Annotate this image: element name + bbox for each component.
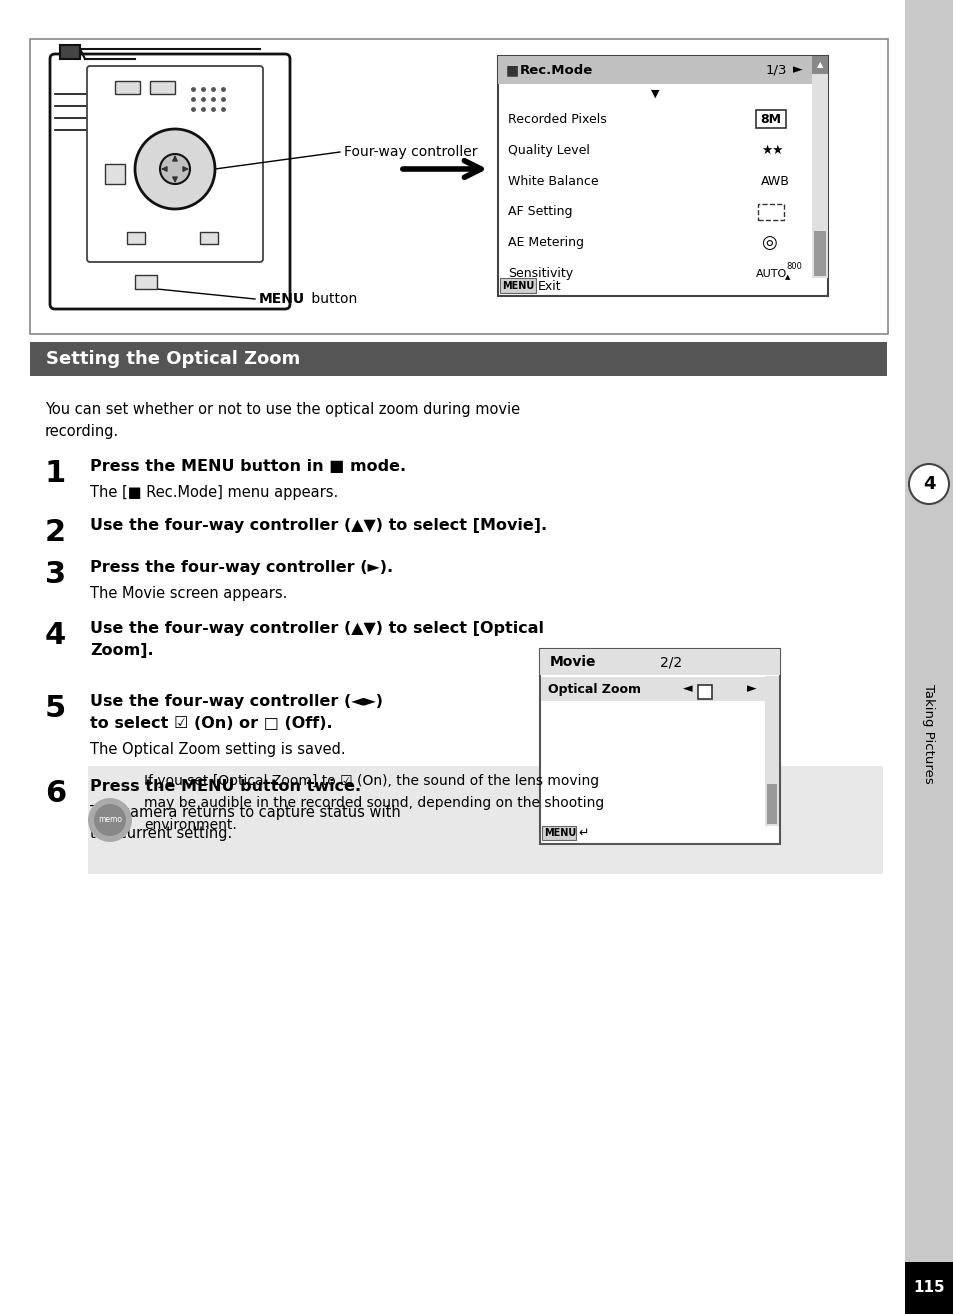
Text: The camera returns to capture status with: The camera returns to capture status wit… (90, 805, 400, 820)
Bar (30, 342, 886, 376)
Text: If you set [Optical Zoom] to ☑ (On), the sound of the lens moving: If you set [Optical Zoom] to ☑ (On), the… (144, 774, 598, 788)
Text: Rec.Mode: Rec.Mode (519, 63, 593, 76)
Text: AE Metering: AE Metering (507, 237, 583, 250)
Text: memo: memo (98, 816, 122, 824)
FancyBboxPatch shape (50, 54, 290, 309)
Bar (150, 81, 174, 95)
Text: The Optical Zoom setting is saved.: The Optical Zoom setting is saved. (90, 742, 345, 757)
Bar (904, 0, 953, 1314)
Bar (200, 233, 218, 244)
Text: AF Setting: AF Setting (507, 205, 572, 218)
Text: 5: 5 (45, 694, 66, 723)
Text: Press the MENU button in ■ mode.: Press the MENU button in ■ mode. (90, 459, 406, 474)
Text: Setting the Optical Zoom: Setting the Optical Zoom (46, 350, 300, 368)
Text: The Movie screen appears.: The Movie screen appears. (90, 586, 287, 600)
Text: MENU: MENU (501, 281, 534, 290)
Circle shape (94, 804, 126, 836)
Circle shape (135, 129, 214, 209)
Bar (811, 57, 827, 74)
Bar (904, 1261, 953, 1314)
Text: Press the four-way controller (►).: Press the four-way controller (►). (90, 560, 393, 576)
Text: 1: 1 (45, 459, 66, 487)
Text: ◎: ◎ (760, 234, 776, 252)
Text: ▼: ▼ (650, 89, 659, 99)
Text: ▲: ▲ (816, 60, 822, 70)
Text: 1/3: 1/3 (765, 63, 786, 76)
Text: Use the four-way controller (◄►): Use the four-way controller (◄►) (90, 694, 382, 710)
Text: ►: ► (746, 682, 756, 695)
Bar (60, 45, 80, 59)
Bar (755, 110, 785, 129)
Text: ★★: ★★ (760, 143, 782, 156)
Text: White Balance: White Balance (507, 175, 598, 188)
Text: The [■ Rec.Mode] menu appears.: The [■ Rec.Mode] menu appears. (90, 485, 338, 501)
Text: Zoom].: Zoom]. (90, 643, 153, 658)
Bar (813, 231, 825, 276)
Text: Quality Level: Quality Level (507, 143, 589, 156)
Text: ◄: ◄ (682, 682, 692, 695)
Bar (764, 675, 779, 827)
Text: You can set whether or not to use the optical zoom during movie: You can set whether or not to use the op… (45, 402, 519, 417)
Bar (105, 164, 125, 184)
Text: 4: 4 (45, 622, 66, 650)
Text: Exit: Exit (537, 280, 561, 293)
Text: 2/2: 2/2 (659, 654, 681, 669)
Text: 2: 2 (45, 518, 66, 547)
Text: 3: 3 (45, 560, 66, 589)
Text: 4: 4 (922, 474, 934, 493)
Text: Use the four-way controller (▲▼) to select [Optical: Use the four-way controller (▲▼) to sele… (90, 622, 543, 636)
Bar (541, 827, 576, 840)
Text: Movie: Movie (550, 654, 596, 669)
Bar (766, 784, 776, 824)
Text: the current setting.: the current setting. (90, 827, 232, 841)
Text: ►: ► (792, 63, 802, 76)
Circle shape (88, 798, 132, 842)
Text: environment.: environment. (144, 819, 236, 832)
Bar (497, 57, 827, 296)
Bar (499, 279, 536, 293)
Circle shape (160, 154, 190, 184)
Text: ■: ■ (505, 63, 518, 78)
Text: Optical Zoom: Optical Zoom (547, 682, 640, 695)
Text: Recorded Pixels: Recorded Pixels (507, 113, 606, 126)
Text: 6: 6 (45, 779, 66, 808)
Text: 800: 800 (785, 261, 801, 271)
Text: recording.: recording. (45, 424, 119, 439)
Text: MENU: MENU (258, 292, 305, 306)
Bar (127, 233, 145, 244)
Text: to select ☑ (On) or □ (Off).: to select ☑ (On) or □ (Off). (90, 716, 333, 731)
Text: 115: 115 (912, 1281, 943, 1296)
Text: ↵: ↵ (578, 827, 588, 840)
Text: Sensitivity: Sensitivity (507, 267, 573, 280)
Text: button: button (307, 292, 356, 306)
Bar (135, 275, 157, 289)
Bar (497, 57, 811, 84)
Text: ▲: ▲ (784, 275, 789, 281)
Text: Press the MENU button twice.: Press the MENU button twice. (90, 779, 361, 794)
Circle shape (908, 464, 948, 505)
Text: AWB: AWB (760, 175, 789, 188)
Bar (811, 71, 827, 279)
Bar (115, 81, 140, 95)
Text: Taking Pictures: Taking Pictures (922, 685, 935, 784)
Bar (88, 766, 882, 874)
Bar (758, 204, 783, 219)
FancyBboxPatch shape (87, 66, 263, 261)
Bar (698, 685, 711, 699)
Text: may be audible in the recorded sound, depending on the shooting: may be audible in the recorded sound, de… (144, 796, 603, 809)
Text: MENU: MENU (543, 828, 576, 838)
Bar (540, 677, 779, 700)
Bar (539, 649, 780, 675)
Bar (539, 649, 780, 844)
Bar (30, 39, 887, 334)
Text: 8M: 8M (760, 113, 781, 126)
Text: Use the four-way controller (▲▼) to select [Movie].: Use the four-way controller (▲▼) to sele… (90, 518, 547, 533)
Text: Four-way controller: Four-way controller (344, 145, 477, 159)
Text: AUTO: AUTO (755, 268, 786, 279)
